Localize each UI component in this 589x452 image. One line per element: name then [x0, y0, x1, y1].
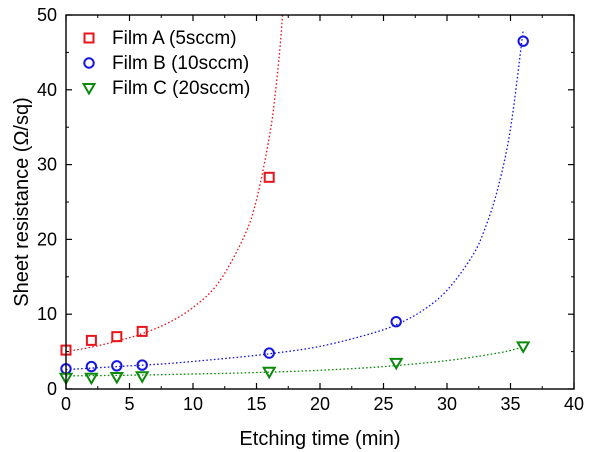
- data-point-series-3: [109, 372, 125, 385]
- x-tick-label: 5: [124, 394, 134, 414]
- legend-item: Film A (5sccm): [83, 28, 237, 49]
- data-point-series-3: [515, 341, 531, 354]
- data-point-series-2: [136, 359, 148, 371]
- data-point-series-2: [517, 35, 529, 47]
- data-point-series-1: [263, 171, 275, 183]
- data-point-series-3: [84, 372, 99, 386]
- x-tick-label: 20: [310, 394, 330, 414]
- fit-curves: [66, 15, 524, 377]
- data-point-series-2: [390, 315, 402, 328]
- data-point-series-3: [134, 371, 150, 384]
- data-point-series-2: [85, 360, 98, 373]
- fit-line-series-3: [66, 346, 524, 377]
- legend-label: Film B (10sccm): [112, 53, 249, 74]
- y-tick-label: 0: [47, 379, 57, 399]
- x-tick-label: 30: [437, 394, 457, 414]
- data-point-series-1: [85, 334, 97, 346]
- y-axis-title: Sheet resistance (Ω/sq): [11, 97, 33, 306]
- fit-line-series-2: [66, 29, 524, 371]
- legend-label: Film C (20sccm): [112, 78, 250, 99]
- legend-item: Film B (10sccm): [83, 53, 249, 74]
- plot-area: [58, 15, 531, 386]
- legend-marker: [81, 83, 97, 96]
- x-tick-label: 40: [564, 394, 584, 414]
- x-tick-label: 15: [246, 394, 266, 414]
- data-point-series-2: [111, 360, 123, 372]
- legend-marker: [83, 57, 95, 69]
- x-tick-label: 10: [183, 394, 203, 414]
- data-point-series-2: [263, 347, 275, 359]
- axis-ticks: 0 5 10 15 20 25 30 35 40 0 10 20 30 40 50: [37, 5, 584, 414]
- x-tick-label: 0: [61, 394, 71, 414]
- data-point-series-1: [136, 325, 148, 337]
- data-point-series-3: [261, 366, 277, 380]
- data-points: [58, 35, 531, 386]
- x-tick-label: 35: [500, 394, 520, 414]
- y-tick-label: 30: [37, 155, 57, 175]
- legend-marker: [83, 32, 95, 44]
- legend: Film A (5sccm) Film B (10sccm) Film C (20s…: [81, 28, 250, 99]
- data-point-series-3: [388, 357, 404, 371]
- x-tick-label: 25: [373, 394, 393, 414]
- legend-label: Film A (5sccm): [112, 28, 237, 49]
- x-axis-title: Etching time (min): [239, 428, 400, 450]
- y-tick-label: 40: [37, 80, 57, 100]
- fit-line-series-1: [66, 15, 284, 353]
- y-tick-label: 20: [37, 229, 57, 249]
- y-tick-label: 50: [37, 5, 57, 25]
- data-point-series-1: [111, 331, 123, 343]
- legend-item: Film C (20sccm): [81, 78, 250, 99]
- y-tick-label: 10: [37, 304, 57, 324]
